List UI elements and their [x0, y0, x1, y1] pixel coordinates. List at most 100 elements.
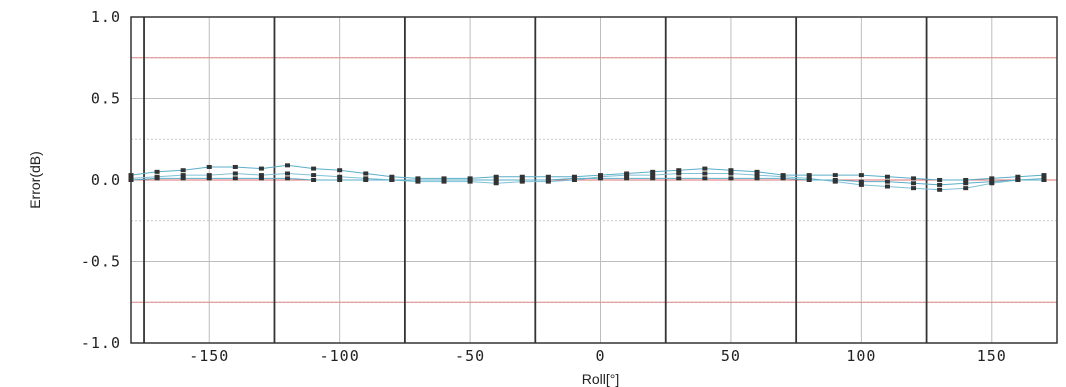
data-point	[389, 174, 395, 179]
data-point	[493, 181, 499, 186]
data-point	[467, 178, 473, 182]
x-tick-label: -50	[455, 347, 485, 365]
data-point	[519, 178, 525, 182]
data-point	[154, 176, 160, 181]
data-point	[337, 174, 343, 179]
data-point	[676, 176, 682, 181]
data-point	[232, 171, 238, 176]
data-point	[1015, 178, 1021, 182]
data-point	[963, 181, 969, 186]
data-point	[154, 169, 160, 174]
data-point	[1041, 178, 1047, 182]
data-point	[650, 173, 656, 178]
y-tick-label: -0.5	[81, 253, 121, 271]
data-point	[858, 173, 864, 178]
x-axis-ticks: -150 -100 -50 0 50 100 150	[189, 347, 1007, 365]
data-points	[128, 163, 1047, 192]
y-tick-label: 0.0	[91, 171, 121, 189]
data-point	[545, 174, 551, 179]
plot-area-frame	[130, 16, 1058, 344]
data-point	[180, 173, 186, 178]
data-point	[937, 187, 943, 192]
data-point	[285, 176, 291, 181]
data-point	[702, 176, 708, 181]
data-point	[963, 186, 969, 191]
reference-lines	[131, 57, 1057, 303]
data-point	[232, 164, 238, 169]
data-point	[1015, 174, 1021, 179]
data-point	[911, 181, 917, 186]
data-point	[937, 178, 943, 182]
data-point	[624, 173, 630, 178]
data-point	[311, 173, 317, 178]
data-point	[650, 169, 656, 174]
data-point	[389, 178, 395, 182]
data-point	[728, 168, 734, 173]
data-point	[545, 178, 551, 182]
x-tick-label: -100	[320, 347, 360, 365]
data-point	[650, 176, 656, 181]
data-point	[937, 182, 943, 187]
data-point	[832, 173, 838, 178]
data-point	[493, 174, 499, 179]
data-point	[676, 171, 682, 176]
data-point	[441, 178, 447, 182]
data-point	[206, 164, 212, 169]
data-point	[911, 176, 917, 181]
data-point	[180, 176, 186, 181]
y-tick-label: 1.0	[91, 8, 121, 26]
data-point	[337, 178, 343, 182]
x-tick-label: 50	[721, 347, 741, 365]
data-point	[311, 166, 317, 171]
data-point	[884, 184, 890, 189]
data-point	[728, 176, 734, 181]
data-point	[415, 178, 421, 182]
data-point	[598, 176, 604, 181]
data-point	[676, 168, 682, 173]
data-point	[363, 178, 369, 182]
data-point	[180, 168, 186, 173]
data-point	[754, 176, 760, 181]
data-point	[519, 174, 525, 179]
data-point	[285, 163, 291, 168]
data-point	[858, 179, 864, 184]
data-point	[363, 171, 369, 176]
data-point	[258, 173, 264, 178]
data-point	[858, 182, 864, 187]
data-point	[754, 173, 760, 178]
y-axis-label: Error(dB)	[27, 151, 43, 209]
y-tick-label: 0.5	[91, 90, 121, 108]
data-point	[206, 176, 212, 181]
data-point	[702, 171, 708, 176]
data-point	[754, 169, 760, 174]
data-point	[884, 174, 890, 179]
data-point	[989, 179, 995, 184]
x-tick-label: -150	[189, 347, 229, 365]
data-point	[702, 166, 708, 171]
x-tick-label: 150	[977, 347, 1007, 365]
data-point	[311, 178, 317, 182]
data-point	[232, 176, 238, 181]
x-axis-label: Roll[°]	[582, 371, 620, 387]
data-point	[832, 178, 838, 182]
data-point	[806, 173, 812, 178]
data-point	[963, 178, 969, 182]
data-point	[493, 178, 499, 182]
data-point	[1041, 173, 1047, 178]
series-line	[130, 164, 1045, 181]
data-point	[206, 173, 212, 178]
x-tick-label: 100	[846, 347, 876, 365]
data-point	[624, 176, 630, 181]
series-line	[130, 177, 1044, 186]
data-point	[911, 186, 917, 191]
data-point	[780, 176, 786, 181]
data-point	[728, 171, 734, 176]
data-point	[337, 168, 343, 173]
y-tick-label: -1.0	[81, 334, 121, 352]
data-point	[989, 176, 995, 181]
data-point	[571, 176, 577, 181]
x-tick-label: 0	[596, 347, 606, 365]
data-point	[884, 179, 890, 184]
data-point	[285, 171, 291, 176]
